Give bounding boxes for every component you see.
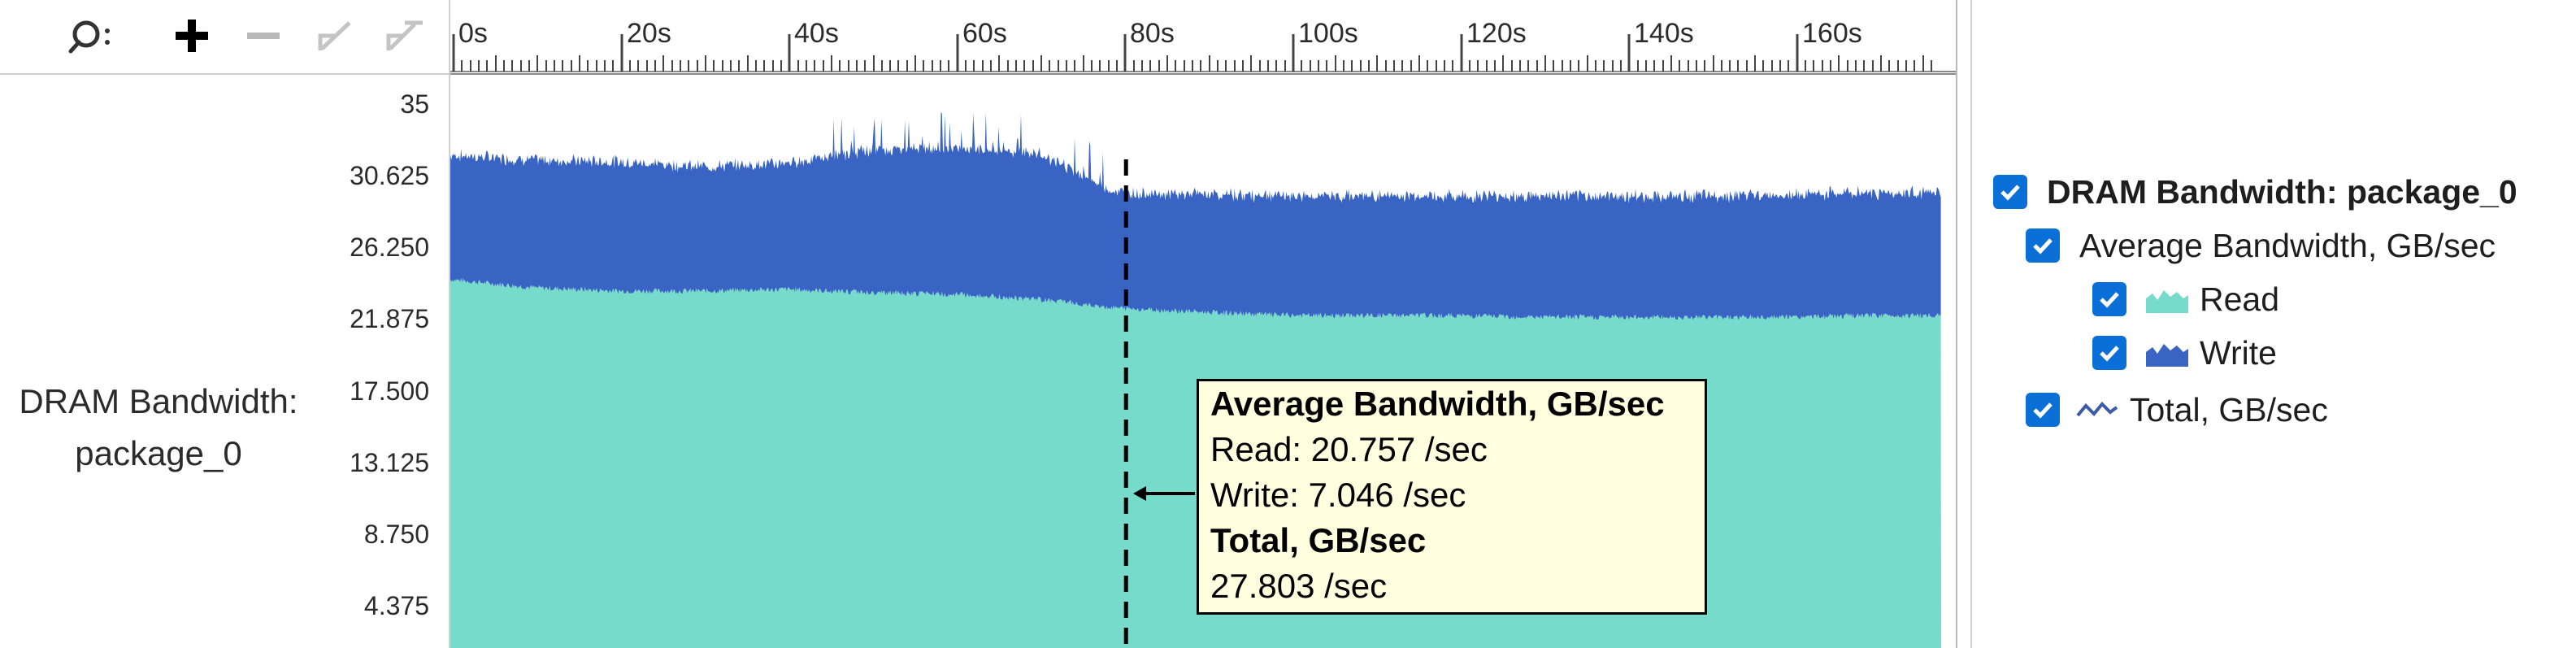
reset-arrow-icon (386, 20, 423, 50)
legend-group-row[interactable]: DRAM Bandwidth: package_0 (1993, 167, 2517, 216)
x-tick-label: 80s (1130, 18, 1175, 49)
group-checkbox[interactable] (1993, 175, 2027, 209)
y-tick-label: 8.750 (363, 519, 429, 549)
legend-write-label: Write (2200, 333, 2277, 372)
area-icon (2146, 290, 2188, 313)
ruler-graphic: 0s 20s 40s 60s 80s 100s 120s 140s 160s (450, 18, 1956, 72)
x-tick-label: 20s (627, 18, 671, 49)
y-tick-label: 21.875 (350, 304, 429, 334)
y-tick-label: 35 (400, 89, 429, 119)
legend-group-title: DRAM Bandwidth: package_0 (2047, 172, 2517, 211)
write-checkbox[interactable] (2092, 336, 2126, 370)
legend-item-total[interactable]: Total, GB/sec (2026, 385, 2328, 434)
series-label-line1: DRAM Bandwidth: (19, 382, 298, 420)
x-tick-label: 60s (962, 18, 1007, 49)
checkmark-icon (2100, 292, 2119, 308)
area-icon (2146, 344, 2188, 367)
tooltip-title: Average Bandwidth, GB/sec (1210, 385, 1665, 423)
read-checkbox[interactable] (2092, 282, 2126, 316)
y-tick-label: 17.500 (350, 376, 429, 406)
legend-read-label: Read (2200, 280, 2280, 318)
zoom-in-button[interactable] (167, 11, 216, 60)
y-axis: 35 30.625 26.250 21.875 17.500 13.125 8.750 4.3… (0, 75, 449, 648)
minus-icon (247, 33, 280, 39)
undo-arrow-icon (318, 21, 351, 50)
legend-item-read[interactable]: Read (2092, 275, 2279, 324)
search-button[interactable] (65, 11, 114, 60)
checkmark-icon (2000, 185, 2020, 201)
x-tick-label: 40s (794, 18, 839, 49)
legend-panel: DRAM Bandwidth: package_0 Average Bandwi… (1972, 0, 2576, 648)
value-tooltip: Average Bandwidth, GB/sec Read: 20.757 /… (1197, 379, 1707, 615)
read-area (450, 278, 1941, 648)
legend-item-write[interactable]: Write (2092, 328, 2277, 377)
tooltip-pointer-arrow (1133, 486, 1195, 501)
toolbar (0, 0, 450, 75)
series-label-panel: DRAM Bandwidth: package_0 35 30.625 26.250… (0, 75, 450, 648)
panel-divider[interactable] (1956, 0, 1957, 648)
series-label-line2: package_0 (75, 434, 242, 472)
x-tick-label: 0s (458, 18, 488, 49)
tooltip-total-title: Total, GB/sec (1210, 521, 1427, 559)
legend-subgroup-row[interactable]: Average Bandwidth, GB/sec (2026, 221, 2496, 270)
y-tick-label: 30.625 (350, 161, 429, 191)
y-tick-label: 26.250 (350, 233, 429, 263)
tooltip-total-value: 27.803 /sec (1210, 567, 1388, 605)
total-checkbox[interactable] (2026, 393, 2060, 427)
zoom-out-button[interactable] (239, 11, 288, 60)
timeline-ruler[interactable]: 0s 20s 40s 60s 80s 100s 120s 140s 160s (450, 0, 1956, 75)
reset-zoom-button[interactable] (380, 11, 429, 60)
checkmark-icon (2033, 402, 2053, 419)
subgroup-checkbox[interactable] (2026, 228, 2060, 263)
x-tick-label: 100s (1298, 18, 1358, 49)
legend-total-label: Total, GB/sec (2130, 390, 2328, 428)
x-tick-label: 120s (1466, 18, 1527, 49)
plus-icon (176, 20, 208, 52)
tooltip-write: Write: 7.046 /sec (1210, 476, 1466, 514)
checkmark-icon (2100, 346, 2119, 362)
x-tick-label: 140s (1634, 18, 1694, 49)
legend-subgroup-title: Average Bandwidth, GB/sec (2079, 226, 2496, 264)
write-area (450, 111, 1941, 320)
checkmark-icon (2033, 238, 2053, 254)
y-tick-label: 13.125 (350, 447, 429, 477)
legend-divider (1970, 0, 1972, 648)
undo-zoom-button[interactable] (311, 11, 359, 60)
y-tick-label: 4.375 (363, 590, 429, 620)
tooltip-read: Read: 20.757 /sec (1210, 430, 1488, 468)
x-tick-label: 160s (1802, 18, 1862, 49)
line-icon (2076, 402, 2118, 417)
search-icon (68, 20, 110, 54)
series-label: DRAM Bandwidth: package_0 (0, 376, 317, 480)
